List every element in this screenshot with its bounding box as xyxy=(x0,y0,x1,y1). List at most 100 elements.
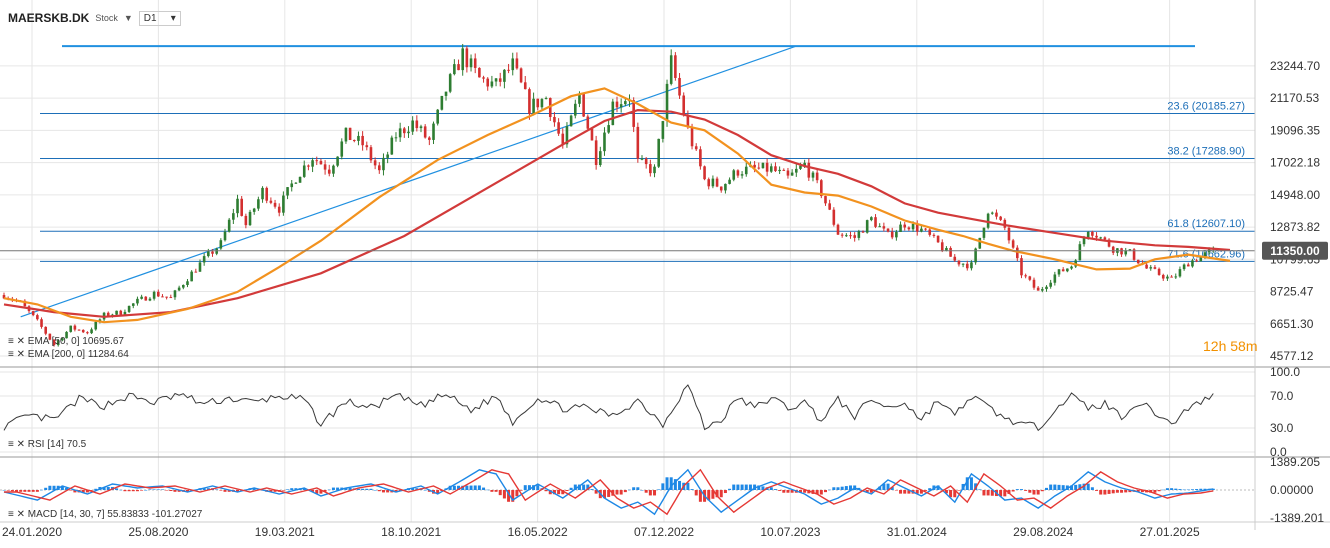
candle-body xyxy=(970,262,973,269)
candle-body xyxy=(503,69,506,82)
candle-body xyxy=(836,224,840,235)
macd-histogram-bar xyxy=(319,490,323,494)
y-tick-label: 8725.47 xyxy=(1270,285,1314,299)
macd-histogram-bar xyxy=(206,488,210,490)
candle-body xyxy=(315,160,319,162)
candle-body xyxy=(594,140,598,166)
macd-tick-label: 0.00000 xyxy=(1270,483,1314,497)
macd-histogram-bar xyxy=(744,484,748,490)
rsi-legend[interactable]: ≡ ✕ RSI [14] 70.5 xyxy=(8,439,86,450)
macd-histogram-bar xyxy=(10,490,14,492)
macd-histogram-bar xyxy=(457,485,461,490)
candle-body xyxy=(86,332,89,334)
macd-legend[interactable]: ≡ ✕ MACD [14, 30, 7] 55.83833 -101.27027 xyxy=(8,509,202,520)
macd-histogram-bar xyxy=(1136,490,1140,492)
macd-histogram-bar xyxy=(936,485,940,490)
macd-histogram-bar xyxy=(331,487,335,490)
macd-histogram-bar xyxy=(519,490,523,491)
macd-histogram-bar xyxy=(1024,490,1028,491)
candle-body xyxy=(77,329,81,331)
y-tick-label: 19096.35 xyxy=(1270,123,1320,137)
macd-histogram-bar xyxy=(102,486,106,490)
macd-histogram-bar xyxy=(636,487,640,490)
macd-histogram-bar xyxy=(356,488,360,490)
symbol-label: MAERSKB.DK xyxy=(8,11,90,25)
timeframe-select[interactable]: D1 ▾ xyxy=(138,10,181,26)
candle-body xyxy=(478,67,481,78)
macd-histogram-bar xyxy=(849,485,853,490)
macd-histogram-bar xyxy=(1203,488,1207,490)
candle-body xyxy=(486,78,490,87)
macd-panel xyxy=(0,468,1255,516)
macd-histogram-bar xyxy=(361,488,365,490)
macd-histogram-bar xyxy=(886,483,890,490)
x-tick-label: 19.03.2021 xyxy=(255,525,315,539)
candle-body xyxy=(649,164,652,174)
candle-body xyxy=(94,321,98,330)
macd-histogram-bar xyxy=(1040,490,1044,492)
candle-body xyxy=(886,228,890,232)
macd-histogram-bar xyxy=(498,490,502,496)
macd-histogram-bar xyxy=(69,490,73,491)
candle-body xyxy=(703,166,706,180)
macd-histogram-bar xyxy=(494,490,498,492)
candle-body xyxy=(657,138,660,167)
candle-body xyxy=(403,128,406,134)
macd-histogram-bar xyxy=(490,490,494,492)
macd-histogram-bar xyxy=(782,490,786,493)
macd-histogram-bar xyxy=(544,490,548,492)
macd-histogram-bar xyxy=(673,479,677,490)
macd-histogram-bar xyxy=(148,489,152,490)
candle-body xyxy=(48,333,52,340)
macd-histogram-bar xyxy=(223,490,227,492)
candle-body xyxy=(1032,279,1036,288)
macd-histogram-bar xyxy=(552,490,556,495)
macd-histogram-bar xyxy=(302,488,306,490)
candle-body xyxy=(999,216,1002,220)
candle-body xyxy=(2,295,6,299)
macd-histogram-bar xyxy=(377,490,381,492)
y-tick-label: 4577.12 xyxy=(1270,349,1314,363)
candle-body xyxy=(932,234,936,236)
ema50-legend[interactable]: ≡ ✕ EMA [50, 0] 10695.67 xyxy=(8,336,124,347)
macd-histogram-bar xyxy=(899,490,903,494)
candle-body xyxy=(1024,275,1027,277)
rsi-line xyxy=(3,384,1214,432)
macd-histogram-bar xyxy=(115,488,119,490)
macd-histogram-bar xyxy=(1178,489,1182,490)
macd-histogram-bar xyxy=(1107,490,1111,494)
macd-histogram-bar xyxy=(615,490,619,495)
macd-histogram-bar xyxy=(640,490,644,491)
macd-histogram-bar xyxy=(144,490,148,491)
candle-body xyxy=(1120,248,1123,255)
candle-body xyxy=(1153,267,1157,269)
macd-histogram-bar xyxy=(665,477,669,490)
candle-body xyxy=(1020,258,1023,276)
ema200-legend[interactable]: ≡ ✕ EMA [200, 0] 11284.64 xyxy=(8,349,129,360)
candle-body xyxy=(457,64,460,71)
macd-histogram-bar xyxy=(323,490,327,492)
candle-body xyxy=(340,141,344,157)
macd-histogram-bar xyxy=(1099,490,1103,495)
candle-body xyxy=(1036,287,1040,291)
candle-body xyxy=(761,162,765,169)
candle-body xyxy=(1041,289,1044,291)
macd-histogram-bar xyxy=(81,490,85,493)
symbol-dropdown-icon[interactable]: ▼ xyxy=(123,13,133,23)
candle-body xyxy=(211,251,214,254)
candle-body xyxy=(131,303,135,306)
candle-body xyxy=(707,179,711,187)
macd-histogram-bar xyxy=(832,487,836,490)
macd-histogram-bar xyxy=(882,483,886,490)
macd-signal-line xyxy=(4,468,1214,516)
macd-histogram-bar xyxy=(2,490,6,491)
candle-body xyxy=(411,120,414,132)
candle-body xyxy=(1028,276,1032,280)
candle-body xyxy=(202,256,206,263)
candle-body xyxy=(644,158,648,165)
macd-histogram-bar xyxy=(678,480,682,490)
candle-body xyxy=(286,187,289,196)
candle-body xyxy=(961,263,965,265)
candle-body xyxy=(728,179,731,184)
candle-body xyxy=(586,116,590,129)
